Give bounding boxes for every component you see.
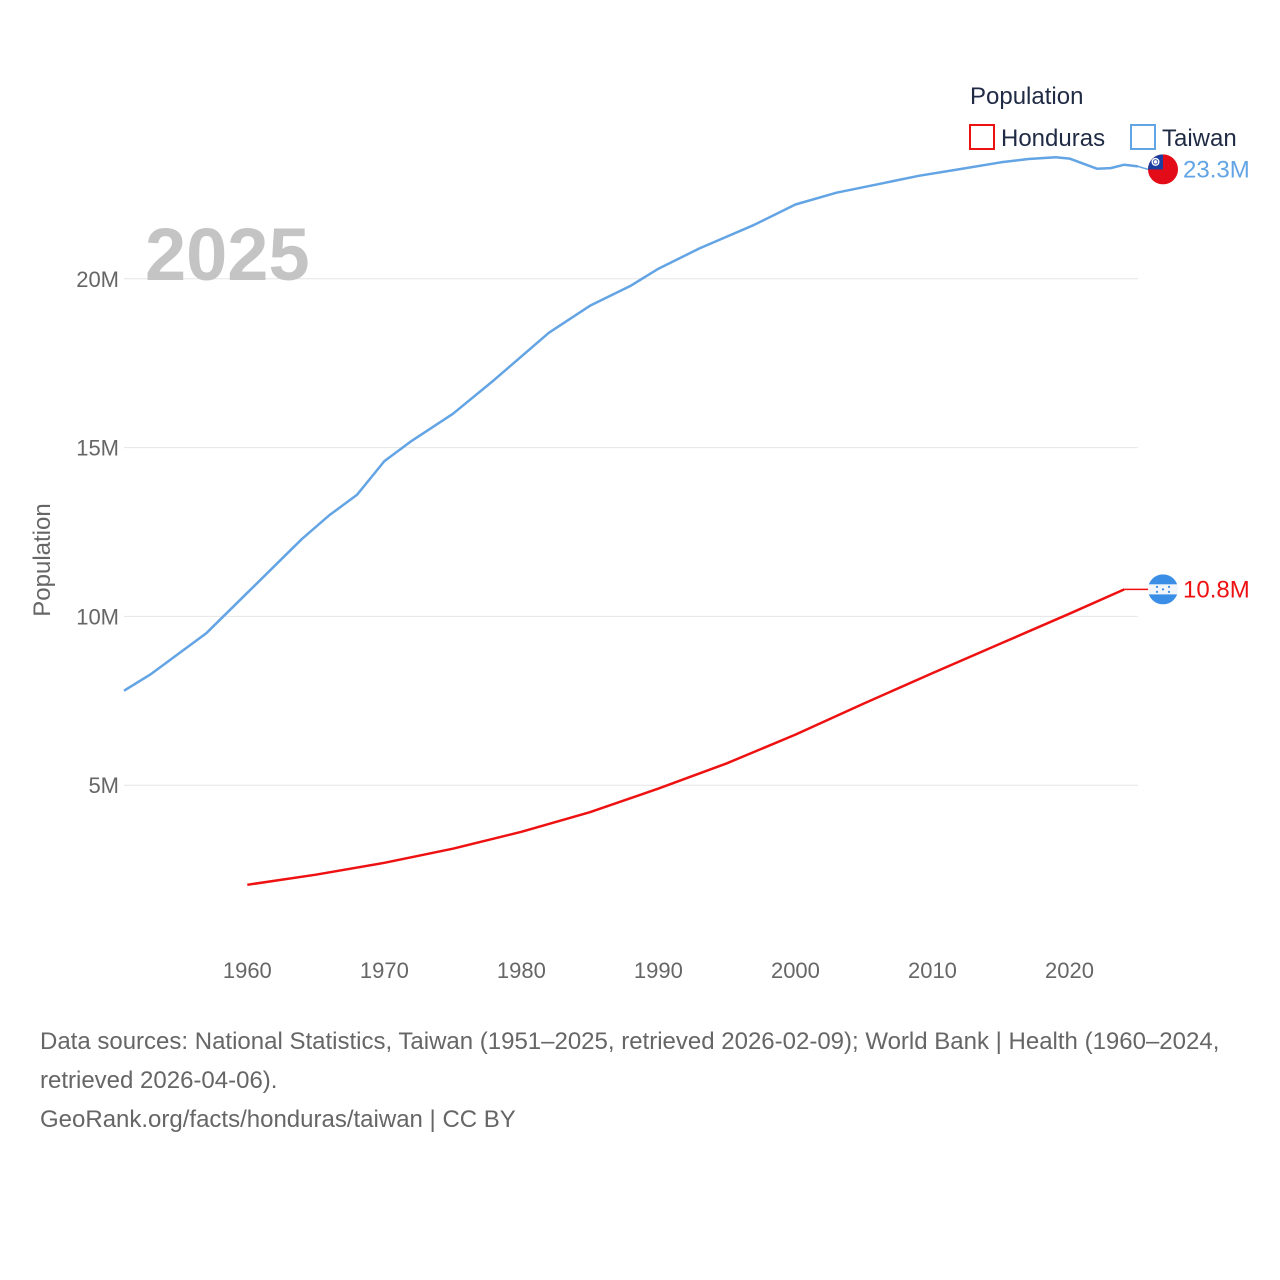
legend-swatch-honduras [969, 124, 995, 150]
data-sources-note: Data sources: National Statistics, Taiwa… [40, 1028, 1220, 1094]
series-line-honduras[interactable] [247, 588, 1125, 887]
legend: Population Honduras Taiwan [969, 83, 1237, 152]
series-line-taiwan[interactable] [123, 156, 1139, 692]
y-tick-label: 20M [76, 267, 119, 292]
x-tick-label: 2020 [1045, 958, 1094, 983]
legend-swatch-taiwan [1130, 124, 1156, 150]
x-tick-label: 1990 [634, 958, 683, 983]
x-tick-label: 2010 [908, 958, 957, 983]
y-axis-ticks: 5M 10M 15M 20M [76, 267, 119, 798]
legend-title: Population [970, 83, 1083, 110]
legend-item-honduras[interactable]: Honduras [969, 124, 1105, 152]
series-end-markers: 10.8M 23.3M [1124, 154, 1250, 605]
x-axis-ticks: 1960 1970 1980 1990 2000 2010 2020 [223, 958, 1094, 983]
x-tick-label: 1960 [223, 958, 272, 983]
legend-label-honduras: Honduras [1001, 125, 1105, 152]
chart-footer: Data sources: National Statistics, Taiwa… [40, 1022, 1250, 1139]
taiwan-flag-icon [1148, 154, 1178, 185]
honduras-flag-icon [1148, 574, 1178, 605]
legend-item-taiwan[interactable]: Taiwan [1130, 124, 1237, 152]
y-tick-label: 5M [88, 773, 119, 798]
y-tick-label: 10M [76, 604, 119, 629]
end-connector-taiwan [1137, 165, 1149, 171]
x-tick-label: 1980 [497, 958, 546, 983]
x-tick-label: 1970 [360, 958, 409, 983]
legend-label-taiwan: Taiwan [1162, 125, 1237, 152]
end-value-label-honduras: 10.8M [1183, 576, 1250, 603]
credit-link[interactable]: GeoRank.org/facts/honduras/taiwan | CC B… [40, 1106, 516, 1133]
y-tick-label: 15M [76, 436, 119, 461]
series-lines [123, 156, 1139, 887]
y-axis-label: Population [29, 503, 56, 616]
end-value-label-taiwan: 23.3M [1183, 156, 1250, 183]
gridlines [124, 278, 1138, 786]
population-chart: 5M 10M 15M 20M 1960 1970 1980 1990 2000 2010 2020… [29, 83, 1250, 983]
x-tick-label: 2000 [771, 958, 820, 983]
current-year-label: 2025 [145, 213, 310, 296]
